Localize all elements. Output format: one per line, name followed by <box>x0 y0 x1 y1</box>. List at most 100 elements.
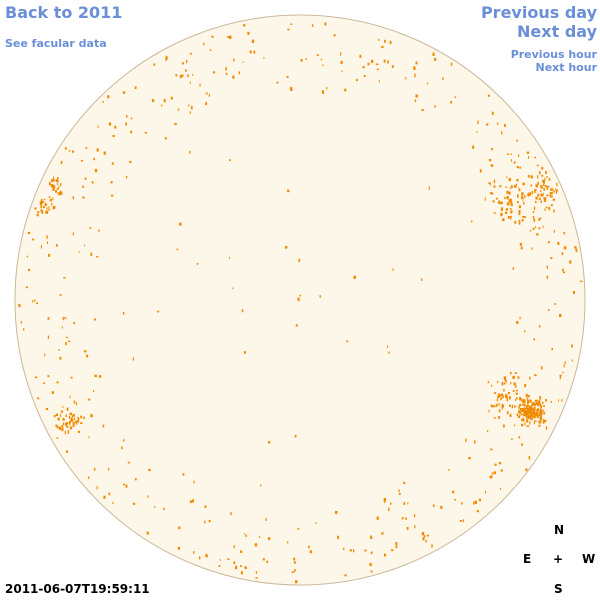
facula-point <box>534 189 537 191</box>
facula-point <box>540 415 542 419</box>
facula-point <box>520 246 523 250</box>
facula-point <box>387 60 389 64</box>
facula-point <box>182 473 185 476</box>
facula-point <box>94 374 97 378</box>
facula-point <box>542 419 545 423</box>
facula-point <box>532 227 535 230</box>
facula-point <box>71 415 73 418</box>
facula-point <box>512 267 515 270</box>
facula-point <box>563 364 565 368</box>
facula-point <box>60 160 63 165</box>
facula-point <box>532 402 534 406</box>
facula-point <box>546 176 548 178</box>
facula-point <box>476 510 479 513</box>
facula-point <box>523 201 525 205</box>
next-hour-link[interactable]: Next hour <box>535 61 598 74</box>
facula-point <box>477 120 479 125</box>
facula-point <box>526 415 528 419</box>
facula-point <box>493 185 496 188</box>
facula-point <box>37 397 40 400</box>
facula-point <box>518 188 521 192</box>
facula-point <box>83 416 85 419</box>
previous-hour-link[interactable]: Previous hour <box>510 48 597 61</box>
facula-point <box>69 420 71 425</box>
facula-point <box>65 422 68 426</box>
facula-point <box>344 574 347 577</box>
facula-point <box>517 376 520 379</box>
facula-point <box>487 430 489 432</box>
facula-point <box>326 86 328 90</box>
facula-point <box>540 404 542 408</box>
facula-point <box>511 438 513 441</box>
facula-point <box>46 241 49 244</box>
facula-point <box>259 536 261 538</box>
facula-point <box>531 247 533 250</box>
facula-point <box>290 86 293 90</box>
facula-point <box>383 553 387 557</box>
next-day-link[interactable]: Next day <box>517 22 597 41</box>
facula-point <box>324 22 327 26</box>
facula-point <box>498 393 500 397</box>
facula-point <box>450 100 452 104</box>
facula-point <box>72 196 74 200</box>
facula-point <box>77 417 80 421</box>
facula-point <box>548 178 551 181</box>
facula-point <box>498 462 502 465</box>
facula-point <box>535 413 538 416</box>
facula-point <box>516 321 519 324</box>
facula-point <box>524 330 526 333</box>
facula-point <box>520 408 522 411</box>
facula-point <box>495 403 498 407</box>
facula-point <box>47 317 50 320</box>
facula-point <box>486 123 489 126</box>
back-to-year-link[interactable]: Back to 2011 <box>5 3 123 22</box>
facula-point <box>322 64 324 67</box>
facula-point <box>526 405 528 410</box>
facula-point <box>505 208 509 211</box>
facula-point <box>353 549 355 553</box>
facula-point <box>500 398 502 401</box>
facula-point <box>503 382 506 385</box>
facula-point <box>52 176 54 181</box>
facula-point <box>42 201 45 203</box>
facula-point <box>51 391 54 394</box>
facula-point <box>434 57 437 61</box>
facula-point <box>489 475 491 479</box>
facula-point <box>62 317 65 321</box>
facula-point <box>529 399 532 403</box>
facula-point <box>539 417 542 420</box>
facula-point <box>384 39 386 43</box>
facula-point <box>511 159 513 162</box>
facula-point <box>205 553 208 557</box>
facula-point <box>488 94 490 97</box>
facula-point <box>192 74 194 76</box>
compass-west-label: W <box>582 552 596 566</box>
facula-point <box>27 231 31 235</box>
facula-point <box>263 57 265 59</box>
facula-point <box>229 159 231 162</box>
facula-point <box>532 211 535 213</box>
facula-point <box>208 94 210 97</box>
facula-point <box>68 150 71 152</box>
facula-point <box>68 415 70 419</box>
facula-point <box>53 185 56 189</box>
facula-point <box>389 40 392 45</box>
facula-point <box>94 467 96 471</box>
facula-point <box>529 407 532 410</box>
facula-point <box>465 438 467 442</box>
facula-point <box>448 469 450 471</box>
previous-day-link[interactable]: Previous day <box>480 3 597 22</box>
facula-point <box>518 221 521 225</box>
facula-point <box>44 202 47 206</box>
facula-point <box>392 268 394 271</box>
facula-point <box>47 335 49 339</box>
facula-point <box>57 417 60 421</box>
facula-point <box>518 154 520 157</box>
facula-point <box>516 389 518 392</box>
facula-point <box>491 148 493 151</box>
facula-point <box>388 507 390 512</box>
facula-point <box>509 187 511 190</box>
facula-point <box>71 418 74 422</box>
see-facular-data-link[interactable]: See facular data <box>5 37 107 50</box>
facula-point <box>542 409 545 412</box>
